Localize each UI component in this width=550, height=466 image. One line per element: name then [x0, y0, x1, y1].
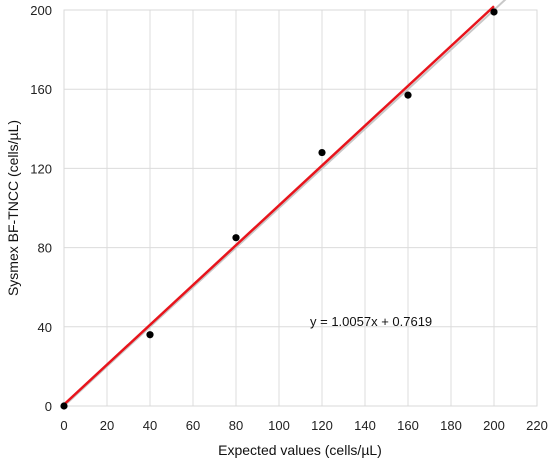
x-tick-label: 0 — [60, 418, 67, 433]
x-tick-label: 120 — [311, 418, 333, 433]
x-tick-label: 40 — [143, 418, 157, 433]
x-tick-label: 80 — [229, 418, 243, 433]
x-tick-label: 220 — [526, 418, 548, 433]
x-axis-title: Expected values (cells/µL) — [218, 442, 382, 458]
y-tick-label: 80 — [38, 241, 52, 256]
x-tick-label: 100 — [268, 418, 290, 433]
data-point — [404, 91, 412, 99]
identity-line-group — [63, 0, 507, 407]
data-point — [146, 331, 154, 339]
regression-equation: y = 1.0057x + 0.7619 — [310, 314, 432, 329]
gridlines — [63, 9, 538, 407]
x-tick-label: 200 — [483, 418, 505, 433]
y-tick-label: 200 — [30, 3, 52, 18]
data-point — [490, 8, 498, 16]
regression-line — [63, 5, 495, 406]
data-point — [232, 234, 240, 242]
y-tick-label: 0 — [45, 399, 52, 414]
data-points — [60, 8, 498, 410]
x-tick-label: 60 — [186, 418, 200, 433]
x-tick-label: 140 — [354, 418, 376, 433]
x-tick-label: 180 — [440, 418, 462, 433]
data-point — [318, 148, 326, 157]
x-tick-label: 160 — [397, 418, 419, 433]
y-tick-label: 160 — [30, 82, 52, 97]
plot-border — [63, 9, 538, 407]
x-tick-labels: 0 20 40 60 80 100 120 140 160 180 200 220 — [60, 418, 547, 433]
regression-line-group — [63, 5, 495, 406]
data-point — [60, 402, 68, 410]
y-axis-title: Sysmex BF-TNCC (cells/µL) — [5, 120, 21, 296]
y-tick-labels: 0 40 80 120 160 200 — [30, 3, 52, 414]
y-tick-label: 120 — [30, 161, 52, 176]
x-tick-label: 20 — [100, 418, 114, 433]
y-tick-label: 40 — [38, 320, 52, 335]
identity-line — [63, 0, 507, 407]
